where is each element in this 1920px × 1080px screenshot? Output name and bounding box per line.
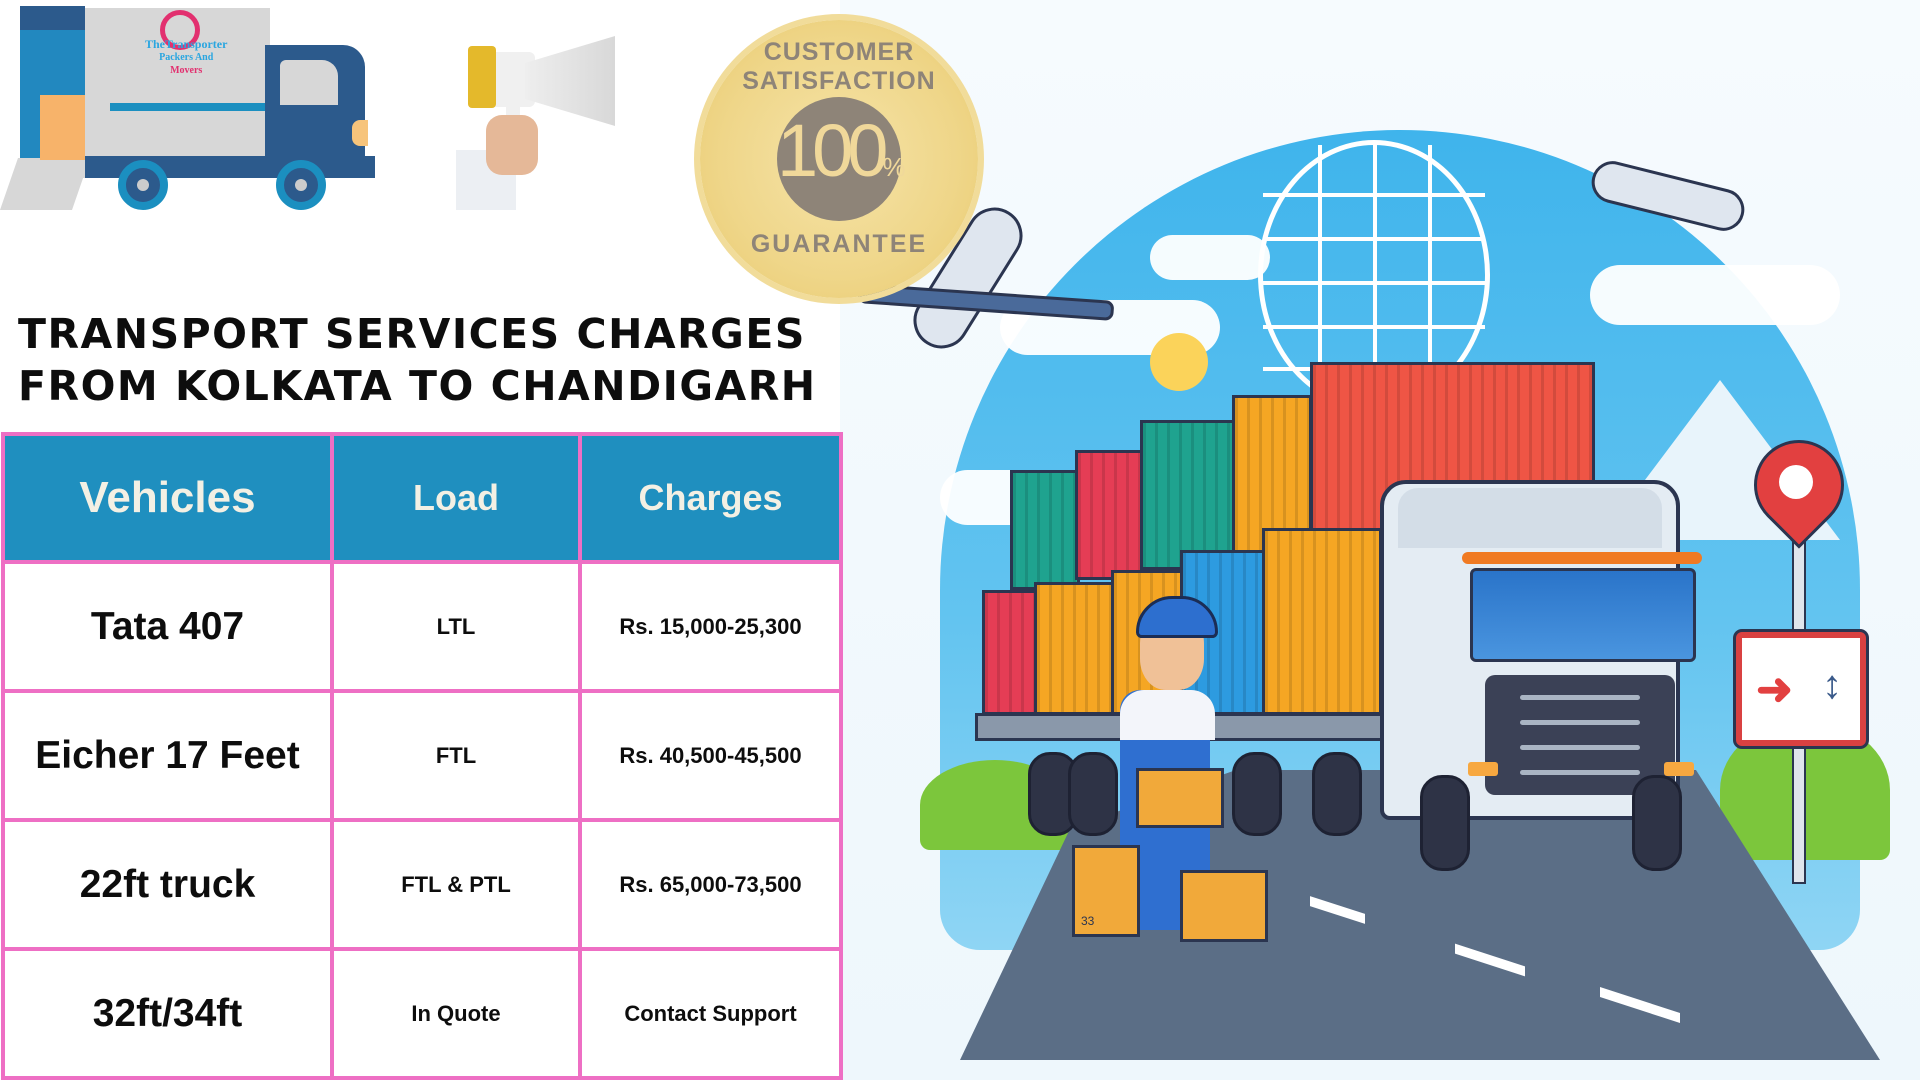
header-vehicles: Vehicles (1, 432, 334, 564)
wheel-icon (1068, 752, 1118, 836)
header-load: Load (330, 432, 582, 564)
wheel-icon (1632, 775, 1682, 871)
charges-cell: Rs. 40,500-45,500 (578, 689, 843, 822)
grille (1485, 675, 1675, 795)
vehicle-cell: 32ft/34ft (1, 947, 334, 1080)
cab-light-bar (1462, 552, 1702, 564)
charges-cell: Rs. 65,000-73,500 (578, 818, 843, 951)
table-header-row: Vehicles Load Charges (1, 432, 843, 564)
van-door-top (20, 6, 85, 30)
arrow-up-down-icon: ↕ (1822, 663, 1842, 707)
table-row: 22ft truck FTL & PTL Rs. 65,000-73,500 (1, 818, 843, 951)
load-cell: FTL & PTL (330, 818, 582, 951)
wheel-icon (1232, 752, 1282, 836)
wheel-icon (118, 160, 168, 210)
table-row: 32ft/34ft In Quote Contact Support (1, 947, 843, 1080)
headlight-icon (1664, 762, 1694, 776)
container (1034, 582, 1114, 715)
arrow-right-icon: ➜ (1756, 665, 1793, 714)
title-line-1: TRANSPORT SERVICES CHARGES (18, 310, 806, 358)
container (1140, 420, 1235, 570)
worker-shirt (1120, 690, 1215, 740)
headlight-icon (1468, 762, 1498, 776)
cab-roof (1398, 488, 1662, 548)
vehicle-cell: Tata 407 (1, 560, 334, 693)
megaphone-cap (468, 46, 496, 108)
direction-sign: ➜ ↕ (1736, 632, 1866, 746)
badge-bottom-text: GUARANTEE (750, 230, 928, 258)
header-charges: Charges (578, 432, 843, 564)
badge-number-value: 100 (777, 109, 888, 192)
company-logo: TheTransporter Packers And Movers (145, 38, 227, 77)
cargo-box-icon (40, 95, 85, 160)
badge-center (777, 97, 901, 221)
load-cell: FTL (330, 689, 582, 822)
logo-heart-icon (160, 10, 200, 50)
package-box-icon (1136, 768, 1224, 828)
box-label: 33 (1081, 914, 1095, 928)
sun-icon (1150, 333, 1208, 391)
logo-line-2: Packers And (159, 52, 214, 63)
location-pin-hole (1779, 465, 1813, 499)
logo-line-3: Movers (170, 65, 203, 76)
package-box-icon (1180, 870, 1268, 942)
badge-top-text: CUSTOMER SATISFACTION (742, 38, 936, 95)
load-cell: In Quote (330, 947, 582, 1080)
badge-percent: % (882, 152, 906, 182)
container (1262, 528, 1382, 715)
charges-table: Vehicles Load Charges Tata 407 LTL Rs. 1… (1, 432, 843, 1080)
page-title: TRANSPORT SERVICES CHARGES FROM KOLKATA … (18, 308, 817, 412)
package-box-icon: 33 (1072, 845, 1140, 937)
megaphone-icon (525, 36, 615, 126)
van-window (280, 60, 338, 105)
table-row: Eicher 17 Feet FTL Rs. 40,500-45,500 (1, 689, 843, 822)
headlight-icon (352, 120, 368, 146)
load-cell: LTL (330, 560, 582, 693)
charges-cell: Contact Support (578, 947, 843, 1080)
title-line-2: FROM KOLKATA TO CHANDIGARH (18, 362, 817, 410)
wheel-icon (1312, 752, 1362, 836)
vehicle-cell: Eicher 17 Feet (1, 689, 334, 822)
table-row: Tata 407 LTL Rs. 15,000-25,300 (1, 560, 843, 693)
van-stripe (110, 103, 270, 111)
cloud (1150, 235, 1270, 280)
container (1010, 470, 1080, 590)
badge-number: 100% (777, 108, 906, 193)
windshield (1470, 568, 1696, 662)
container (1075, 450, 1145, 580)
container (982, 590, 1037, 715)
wheel-icon (1420, 775, 1470, 871)
vehicle-cell: 22ft truck (1, 818, 334, 951)
wheel-icon (276, 160, 326, 210)
hand-icon (486, 115, 538, 175)
charges-cell: Rs. 15,000-25,300 (578, 560, 843, 693)
cloud (1590, 265, 1840, 325)
logo-line-1: TheTransporter (145, 37, 228, 51)
